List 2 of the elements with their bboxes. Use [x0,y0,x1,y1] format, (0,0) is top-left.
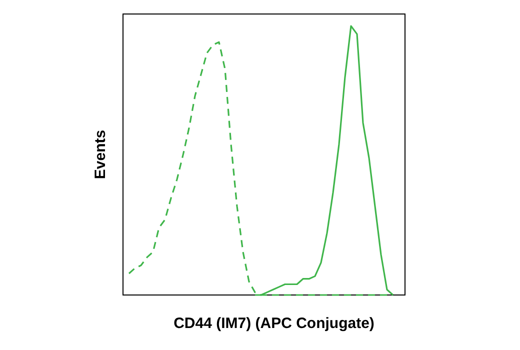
y-axis-title: Events [92,130,109,180]
x-axis-title: CD44 (IM7) (APC Conjugate) [174,315,374,332]
